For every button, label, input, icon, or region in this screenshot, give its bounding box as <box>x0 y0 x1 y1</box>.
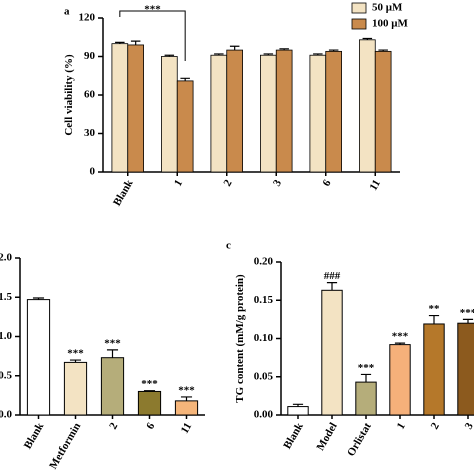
significance-label: *** <box>144 4 161 16</box>
x-tick-label: Blank <box>111 177 136 208</box>
significance-label: ### <box>324 270 341 282</box>
error-bar <box>462 318 474 324</box>
error-bar <box>214 53 224 56</box>
y-tick-label: 0.05 <box>254 370 274 382</box>
error-bar <box>292 403 304 407</box>
error-bar <box>360 373 372 383</box>
error-bar <box>164 54 175 57</box>
error-bar <box>328 49 339 52</box>
x-tick-label: 6 <box>320 177 333 188</box>
significance-label: *** <box>392 331 409 343</box>
bar <box>457 322 474 416</box>
y-tick-label: 30 <box>84 127 96 139</box>
bar <box>325 50 342 173</box>
bar <box>100 357 125 416</box>
error-bar <box>313 53 323 56</box>
x-tick-label: 1 <box>172 178 185 189</box>
x-tick-label: Blank <box>281 420 306 451</box>
y-tick-label: 0.10 <box>254 332 274 344</box>
bar <box>355 381 377 416</box>
error-bar <box>180 396 193 401</box>
x-tick-label: 11 <box>179 421 195 436</box>
error-bar <box>130 40 141 45</box>
error-bar <box>32 297 45 300</box>
y-tick-label: 0.15 <box>254 294 274 306</box>
error-bar <box>115 41 125 44</box>
error-bar <box>180 77 190 81</box>
error-bar <box>428 314 440 324</box>
significance-label: *** <box>67 348 84 360</box>
error-bar <box>143 390 156 392</box>
bar <box>374 50 392 173</box>
error-bar <box>263 53 274 56</box>
bar <box>127 44 144 173</box>
legend-label: 50 μM <box>372 2 403 14</box>
error-bar <box>229 45 240 51</box>
y-tick-label: 0.00 <box>254 409 274 421</box>
error-bar <box>394 342 406 345</box>
bar <box>309 54 327 173</box>
y-tick-label: 1.0 <box>0 330 13 342</box>
x-tick-label: 3 <box>463 420 474 431</box>
significance-label: *** <box>141 378 158 390</box>
bar <box>63 361 88 416</box>
x-tick-label: 11 <box>367 178 383 193</box>
bar <box>260 54 277 173</box>
bar <box>176 80 194 173</box>
significance-label: *** <box>104 337 121 349</box>
y-tick-label: 0.0 <box>0 409 13 421</box>
x-tick-label: 2 <box>107 420 120 431</box>
x-tick-label: Blank <box>22 420 47 451</box>
bar <box>275 49 293 173</box>
bar <box>226 49 243 173</box>
significance-label: *** <box>178 384 195 396</box>
y-tick-label: 1.5 <box>0 291 13 303</box>
panel-label: a <box>64 6 70 18</box>
legend-label: 100 μM <box>372 18 408 30</box>
bar <box>111 43 129 173</box>
error-bar <box>279 48 289 51</box>
y-tick-label: 2.0 <box>0 252 13 264</box>
bar <box>423 323 445 416</box>
x-tick-label: 1 <box>395 421 408 432</box>
bar <box>210 54 228 173</box>
error-bar <box>378 49 388 52</box>
bar <box>174 400 199 416</box>
bar <box>287 406 309 416</box>
legend-swatch <box>351 18 367 30</box>
y-tick-label: 0 <box>90 166 96 178</box>
y-tick-label: 90 <box>84 50 96 62</box>
bar <box>26 299 51 416</box>
legend-swatch <box>351 2 367 14</box>
panel-label: c <box>226 240 231 252</box>
y-tick-label: 0.5 <box>0 369 13 381</box>
bar <box>161 56 178 173</box>
significance-label: *** <box>460 307 474 319</box>
bar <box>321 289 343 416</box>
y-tick-label: 120 <box>79 12 96 24</box>
x-tick-label: Model <box>314 421 339 453</box>
significance-label: *** <box>358 362 375 374</box>
x-tick-label: 2 <box>221 177 234 188</box>
y-tick-label: 0.20 <box>254 256 274 268</box>
y-axis-label: TG content (mM/g protein) <box>234 274 246 403</box>
significance-bracket <box>119 10 186 61</box>
bar <box>389 344 411 416</box>
significance-label: ** <box>429 303 441 315</box>
error-bar <box>362 37 373 40</box>
error-bar <box>326 282 338 291</box>
x-tick-label: Orlistat <box>345 420 374 458</box>
bar <box>137 390 162 416</box>
bar <box>359 39 376 173</box>
y-tick-label: 60 <box>84 89 96 101</box>
x-tick-label: 3 <box>271 177 284 188</box>
x-tick-label: Metformin <box>47 421 83 471</box>
error-bar <box>106 349 119 358</box>
error-bar <box>69 359 82 363</box>
x-tick-label: 6 <box>144 420 157 431</box>
x-tick-label: 2 <box>429 420 442 431</box>
y-axis-label: Cell viability (%) <box>63 54 75 136</box>
